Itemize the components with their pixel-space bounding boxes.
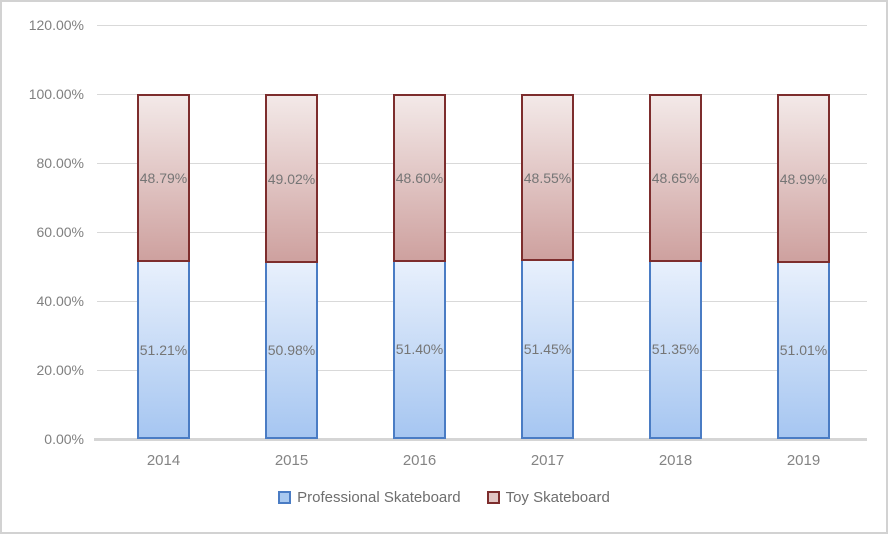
gridline (97, 94, 867, 95)
legend-swatch-toy-icon (486, 491, 500, 504)
data-label: 48.60% (395, 169, 444, 186)
legend-item-professional-skateboard: Professional Skateboard (278, 489, 461, 506)
x-tick-label-2016: 2016 (402, 452, 437, 469)
bar-2015: 49.02% 50.98% (265, 94, 318, 439)
data-label: 51.21% (139, 341, 188, 358)
data-label: 48.99% (779, 170, 828, 187)
data-label: 49.02% (267, 170, 316, 187)
bar-segment-toy-2019: 48.99% (777, 94, 830, 263)
bar-segment-professional-2019: 51.01% (777, 263, 830, 439)
bar-segment-toy-2014: 48.79% (137, 94, 190, 263)
legend-swatch-professional-icon (278, 491, 292, 504)
y-tick-label: 100.00% (28, 86, 84, 102)
bar-segment-professional-2017: 51.45% (521, 261, 574, 439)
bar-segment-professional-2014: 51.21% (137, 262, 190, 439)
plot-area: 48.79% 51.21% 49.02% 50.98% 48.60% 51.40% 48.5… (94, 25, 867, 441)
y-tick-label: 40.00% (36, 293, 84, 309)
x-axis-line (94, 438, 867, 441)
bar-segment-professional-2018: 51.35% (649, 261, 702, 439)
gridline (97, 25, 867, 26)
bar-segment-toy-2015: 49.02% (265, 94, 318, 264)
x-tick-label-2019: 2019 (786, 452, 821, 469)
data-label: 51.01% (779, 341, 828, 358)
legend: Professional Skateboard Toy Skateboard (2, 489, 886, 506)
gridline (97, 232, 867, 233)
y-tick-label: 60.00% (36, 224, 84, 240)
legend-label-professional: Professional Skateboard (297, 489, 461, 506)
data-label: 48.65% (651, 169, 700, 186)
gridline (97, 163, 867, 164)
y-tick-label: 0.00% (44, 431, 84, 447)
x-tick-label-2018: 2018 (658, 452, 693, 469)
bar-segment-professional-2016: 51.40% (393, 261, 446, 439)
x-tick-label-2015: 2015 (274, 452, 309, 469)
data-label: 51.45% (523, 341, 572, 358)
bar-segment-toy-2016: 48.60% (393, 94, 446, 262)
data-label: 48.79% (139, 170, 188, 187)
gridline (97, 301, 867, 302)
data-label: 51.40% (395, 341, 444, 358)
y-tick-label: 120.00% (28, 17, 84, 33)
data-label: 50.98% (267, 342, 316, 359)
legend-item-toy-skateboard: Toy Skateboard (486, 489, 610, 506)
bar-2016: 48.60% 51.40% (393, 94, 446, 439)
x-tick-label-2014: 2014 (146, 452, 181, 469)
bar-segment-professional-2015: 50.98% (265, 263, 318, 439)
bar-segment-toy-2018: 48.65% (649, 94, 702, 262)
bar-2019: 48.99% 51.01% (777, 94, 830, 439)
legend-label-toy: Toy Skateboard (505, 489, 610, 506)
gridline (97, 370, 867, 371)
y-tick-label: 20.00% (36, 362, 84, 378)
bar-segment-toy-2017: 48.55% (521, 94, 574, 262)
bar-2018: 48.65% 51.35% (649, 94, 702, 439)
bar-2014: 48.79% 51.21% (137, 94, 190, 439)
y-tick-label: 80.00% (36, 155, 84, 171)
data-label: 48.55% (523, 169, 572, 186)
data-label: 51.35% (651, 341, 700, 358)
bar-2017: 48.55% 51.45% (521, 94, 574, 439)
x-tick-label-2017: 2017 (530, 452, 565, 469)
